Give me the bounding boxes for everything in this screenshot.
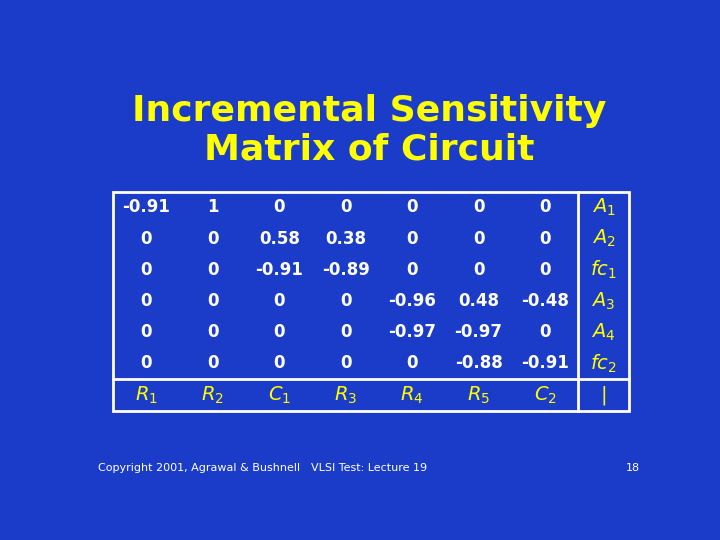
Text: 0: 0 — [140, 261, 152, 279]
Text: 0: 0 — [539, 198, 551, 217]
Text: -0.96: -0.96 — [388, 292, 436, 310]
Text: -0.48: -0.48 — [521, 292, 569, 310]
Text: $A_{1}$: $A_{1}$ — [592, 197, 616, 218]
Text: $R_{1}$: $R_{1}$ — [135, 384, 158, 406]
Text: 0: 0 — [406, 261, 418, 279]
Text: 0: 0 — [140, 323, 152, 341]
Text: 0: 0 — [140, 354, 152, 373]
Text: $A_{3}$: $A_{3}$ — [591, 291, 616, 312]
Text: -0.91: -0.91 — [256, 261, 303, 279]
Text: $R_{5}$: $R_{5}$ — [467, 384, 490, 406]
Text: $R_{4}$: $R_{4}$ — [400, 384, 424, 406]
Text: 0: 0 — [473, 261, 485, 279]
Text: 0: 0 — [207, 292, 219, 310]
Text: Incremental Sensitivity: Incremental Sensitivity — [132, 94, 606, 128]
Bar — [113, 192, 629, 411]
Text: Matrix of Circuit: Matrix of Circuit — [204, 132, 534, 166]
Text: 0: 0 — [274, 354, 285, 373]
Text: 0: 0 — [473, 230, 485, 248]
Text: 0: 0 — [207, 354, 219, 373]
Text: 0: 0 — [340, 292, 351, 310]
Text: -0.91: -0.91 — [122, 198, 171, 217]
Text: 0: 0 — [274, 198, 285, 217]
Text: 0: 0 — [406, 230, 418, 248]
Text: $C_{2}$: $C_{2}$ — [534, 384, 557, 406]
Text: 0: 0 — [140, 230, 152, 248]
Text: 0: 0 — [207, 230, 219, 248]
Text: $R_{3}$: $R_{3}$ — [334, 384, 357, 406]
Text: 0.48: 0.48 — [458, 292, 499, 310]
Text: VLSI Test: Lecture 19: VLSI Test: Lecture 19 — [311, 463, 427, 473]
Text: 0: 0 — [539, 230, 551, 248]
Text: $R_{2}$: $R_{2}$ — [202, 384, 225, 406]
Text: 0: 0 — [274, 292, 285, 310]
Text: 0: 0 — [274, 323, 285, 341]
Text: 0: 0 — [340, 323, 351, 341]
Text: 0.38: 0.38 — [325, 230, 366, 248]
Text: 0: 0 — [340, 354, 351, 373]
Text: -0.97: -0.97 — [454, 323, 503, 341]
Text: 0: 0 — [539, 261, 551, 279]
Text: 0: 0 — [140, 292, 152, 310]
Text: 0: 0 — [207, 261, 219, 279]
Text: 0: 0 — [406, 198, 418, 217]
Text: -0.91: -0.91 — [521, 354, 569, 373]
Text: -0.97: -0.97 — [388, 323, 436, 341]
Text: $fc_{1}$: $fc_{1}$ — [590, 259, 617, 281]
Text: -0.88: -0.88 — [455, 354, 503, 373]
Text: 0: 0 — [406, 354, 418, 373]
Text: 0: 0 — [340, 198, 351, 217]
Text: $C_{1}$: $C_{1}$ — [268, 384, 291, 406]
Text: -0.89: -0.89 — [322, 261, 369, 279]
Text: $A_{4}$: $A_{4}$ — [591, 321, 616, 343]
Text: $A_{2}$: $A_{2}$ — [592, 228, 616, 249]
Text: 18: 18 — [626, 463, 640, 473]
Text: |: | — [600, 386, 607, 405]
Text: $fc_{2}$: $fc_{2}$ — [590, 352, 617, 375]
Text: Copyright 2001, Agrawal & Bushnell: Copyright 2001, Agrawal & Bushnell — [98, 463, 300, 473]
Text: 0: 0 — [207, 323, 219, 341]
Text: 0.58: 0.58 — [259, 230, 300, 248]
Text: 0: 0 — [473, 198, 485, 217]
Text: 1: 1 — [207, 198, 219, 217]
Text: 0: 0 — [539, 323, 551, 341]
